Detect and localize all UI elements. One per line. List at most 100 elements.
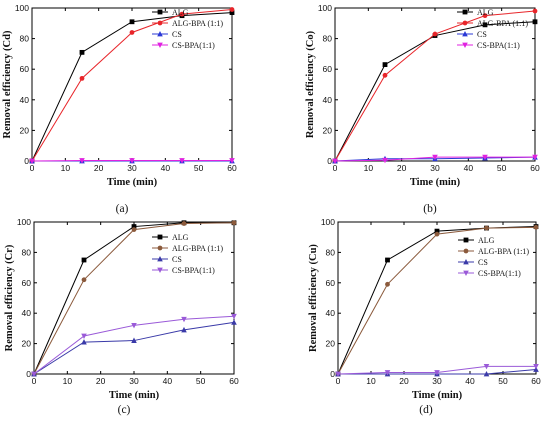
data-point [230, 7, 235, 12]
y-tick-label: 0 [327, 156, 332, 166]
legend-label: CS-BPA(1:1) [172, 266, 215, 275]
x-tick-label: 50 [498, 376, 508, 386]
x-tick-label: 10 [61, 163, 71, 173]
data-point [80, 50, 85, 55]
x-tick-label: 20 [397, 163, 407, 173]
y-tick-label: 0 [24, 156, 29, 166]
legend-marker [158, 235, 163, 240]
y-axis-label: Removal efficiency (Co) [305, 30, 316, 138]
y-tick-label: 80 [326, 247, 336, 257]
y-tick-label: 100 [17, 217, 31, 227]
x-tick-label: 0 [32, 376, 37, 386]
legend-label: CS [172, 255, 182, 264]
y-tick-label: 60 [323, 64, 333, 74]
data-point [534, 225, 539, 230]
y-axis-label: Removal efficiency (Cu) [308, 244, 319, 352]
legend-marker [158, 246, 163, 251]
legend-marker [464, 249, 469, 254]
plot-frame [335, 8, 535, 161]
data-point [82, 258, 87, 263]
x-tick-label: 0 [30, 163, 35, 173]
panel-label: (c) [118, 404, 131, 416]
x-tick-label: 0 [336, 376, 341, 386]
legend-label: ALG [172, 233, 189, 242]
x-axis-label: Time (min) [412, 390, 463, 401]
y-tick-label: 20 [20, 125, 30, 135]
x-tick-label: 40 [161, 163, 171, 173]
y-tick-label: 40 [22, 308, 32, 318]
legend-marker [463, 10, 468, 15]
y-tick-label: 0 [26, 369, 31, 379]
x-tick-label: 40 [464, 163, 474, 173]
legend-label: ALG [478, 236, 495, 245]
legend-marker [464, 238, 469, 243]
data-point [383, 73, 388, 78]
y-tick-label: 100 [318, 3, 332, 13]
x-tick-label: 50 [497, 163, 507, 173]
legend: ALG ALG-BPA (1:1) CS CS-BPA(1:1) [152, 233, 223, 275]
y-tick-label: 0 [330, 369, 335, 379]
x-tick-label: 10 [364, 163, 374, 173]
x-tick-label: 0 [333, 163, 338, 173]
x-axis-label: Time (min) [107, 177, 158, 188]
data-point [433, 32, 438, 37]
data-point [130, 19, 135, 24]
x-tick-label: 30 [430, 163, 440, 173]
x-tick-label: 20 [96, 376, 106, 386]
x-tick-label: 50 [194, 163, 204, 173]
x-tick-label: 40 [465, 376, 475, 386]
legend-label: ALG-BPA (1:1) [477, 19, 528, 28]
legend-marker [158, 21, 163, 26]
y-tick-label: 40 [20, 95, 30, 105]
legend-label: CS [172, 30, 182, 39]
panel-label: (d) [419, 404, 433, 416]
y-tick-label: 60 [20, 64, 30, 74]
legend-label: ALG-BPA (1:1) [478, 247, 529, 256]
data-point [80, 76, 85, 81]
legend-label: ALG-BPA (1:1) [172, 244, 223, 253]
legend-label: CS [477, 30, 487, 39]
y-tick-label: 20 [323, 125, 333, 135]
data-point [385, 258, 390, 263]
data-point [182, 221, 187, 226]
x-tick-label: 50 [196, 376, 206, 386]
legend-label: CS-BPA(1:1) [477, 41, 520, 50]
y-tick-label: 80 [323, 34, 333, 44]
legend-label: ALG-BPA (1:1) [172, 19, 223, 28]
x-tick-label: 10 [63, 376, 73, 386]
panel-label: (b) [423, 203, 437, 215]
y-axis-label: Removal efficiency (Cd) [2, 30, 13, 138]
data-point [132, 227, 137, 232]
data-point [232, 220, 237, 225]
data-point [130, 30, 135, 35]
x-axis-label: Time (min) [109, 390, 160, 401]
x-tick-label: 60 [531, 376, 541, 386]
data-point [484, 226, 489, 231]
legend-label: CS-BPA(1:1) [478, 269, 521, 278]
legend-label: CS-BPA(1:1) [172, 41, 215, 50]
x-tick-label: 20 [94, 163, 104, 173]
y-tick-label: 80 [20, 34, 30, 44]
y-tick-label: 40 [326, 308, 336, 318]
data-point [82, 277, 87, 282]
x-axis-label: Time (min) [410, 177, 461, 188]
y-axis-label: Removal efficiency (Cr) [4, 244, 15, 351]
data-point [81, 334, 87, 339]
y-tick-label: 60 [326, 278, 336, 288]
x-tick-label: 30 [127, 163, 137, 173]
y-tick-label: 40 [323, 95, 333, 105]
y-tick-label: 100 [321, 217, 335, 227]
series-line-3 [34, 322, 234, 374]
x-tick-label: 20 [399, 376, 409, 386]
plot-frame [338, 222, 536, 374]
x-tick-label: 10 [366, 376, 376, 386]
data-point [533, 9, 538, 14]
y-tick-label: 60 [22, 278, 32, 288]
x-tick-label: 60 [229, 376, 239, 386]
